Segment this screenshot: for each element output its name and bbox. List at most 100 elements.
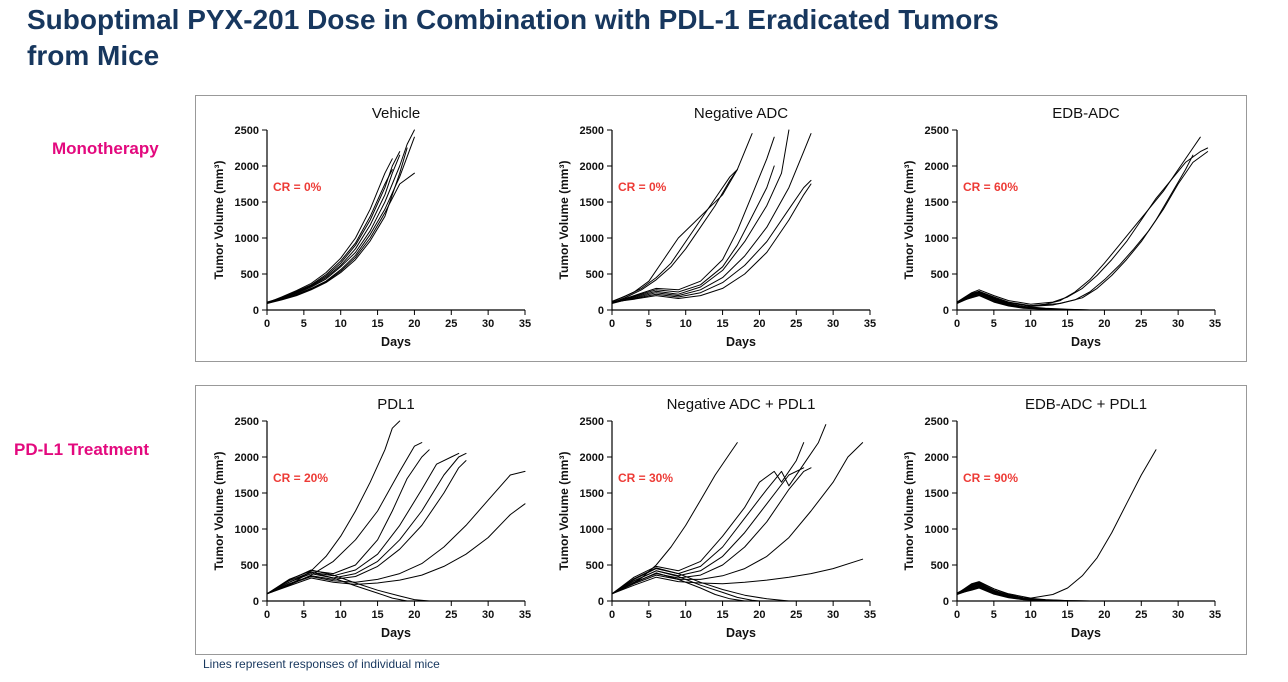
mouse-line-mouse-4	[956, 154, 1194, 306]
y-tick-label: 1500	[925, 488, 949, 500]
x-tick-label: 25	[790, 318, 802, 330]
mouse-line-mouse-3	[266, 150, 401, 303]
x-tick-label: 15	[1061, 318, 1073, 330]
mouse-line-mouse-10	[266, 571, 408, 602]
page-title: Suboptimal PYX-201 Dose in Combination w…	[27, 2, 1227, 74]
y-tick-label: 2500	[235, 125, 259, 137]
mouse-line-mouse-8	[611, 567, 797, 602]
chart-pdl1: PDL1 0 500 1000 1500 2000 2500 0 5 10 15 20 25 30 35 Tu…	[211, 395, 541, 645]
mouse-line-mouse-7	[266, 147, 408, 304]
y-tick-label: 1000	[580, 233, 604, 245]
y-axis-label: Tumor Volume (mm³)	[557, 452, 571, 571]
mouse-line-mouse-6	[266, 460, 467, 595]
x-tick-label: 30	[1172, 318, 1184, 330]
y-tick-label: 1000	[580, 524, 604, 536]
x-tick-label: 0	[954, 318, 960, 330]
x-tick-label: 25	[445, 609, 457, 621]
x-axis-label: Days	[381, 335, 411, 349]
mouse-line-mouse-1	[611, 442, 738, 595]
y-tick-label: 0	[598, 596, 604, 608]
x-tick-label: 35	[1209, 609, 1221, 621]
x-tick-label: 5	[301, 318, 307, 330]
mouse-line-mouse-2	[266, 136, 415, 304]
chart-svg-pdl1: PDL1 0 500 1000 1500 2000 2500 0 5 10 15 20 25 30 35 Tu…	[212, 396, 531, 640]
x-tick-label: 25	[1135, 318, 1147, 330]
x-tick-label: 25	[445, 318, 457, 330]
x-axis-label: Days	[726, 626, 756, 640]
chart-vehicle: Vehicle 0 500 1000 1500 2000 2500 0 5 10 15 20 25 30 3…	[211, 104, 541, 354]
x-tick-label: 35	[519, 318, 531, 330]
y-tick-label: 1500	[235, 488, 259, 500]
chart-negative-adc-pdl1: Negative ADC + PDL1 0 500 1000 1500 2000 2500 0…	[556, 395, 886, 645]
mouse-line-mouse-9	[611, 183, 812, 303]
y-tick-label: 1500	[235, 197, 259, 209]
x-tick-label: 0	[609, 609, 615, 621]
x-tick-label: 5	[991, 609, 997, 621]
y-tick-label: 1000	[235, 524, 259, 536]
x-tick-label: 15	[716, 609, 728, 621]
mouse-line-mouse-10	[956, 294, 1209, 310]
x-tick-label: 5	[301, 609, 307, 621]
y-tick-label: 2500	[580, 416, 604, 428]
chart-negative-adc: Negative ADC 0 500 1000 1500 2000 2500 0 5 10 15 20…	[556, 104, 886, 354]
x-tick-label: 10	[1025, 609, 1037, 621]
y-axis-label: Tumor Volume (mm³)	[902, 452, 916, 571]
x-tick-label: 35	[864, 318, 876, 330]
x-tick-label: 10	[335, 318, 347, 330]
y-tick-label: 2500	[235, 416, 259, 428]
y-tick-label: 0	[253, 305, 259, 317]
x-tick-label: 5	[646, 318, 652, 330]
y-tick-label: 2000	[580, 161, 604, 173]
chart-svg-negative_adc_pdl1: Negative ADC + PDL1 0 500 1000 1500 2000 2500 0…	[557, 396, 876, 640]
y-tick-label: 1500	[925, 197, 949, 209]
y-axis-label: Tumor Volume (mm³)	[212, 160, 226, 279]
chart-title: Negative ADC + PDL1	[667, 396, 816, 413]
mouse-line-mouse-7	[611, 558, 864, 595]
mouse-line-mouse-2	[266, 442, 423, 595]
x-tick-label: 20	[753, 609, 765, 621]
y-tick-label: 2500	[925, 125, 949, 137]
y-tick-label: 1000	[925, 233, 949, 245]
page-title-line-2: from Mice	[27, 39, 160, 71]
x-tick-label: 15	[371, 318, 383, 330]
y-axis-label: Tumor Volume (mm³)	[902, 160, 916, 279]
mouse-line-mouse-1	[266, 129, 415, 303]
x-tick-label: 20	[753, 318, 765, 330]
x-tick-label: 35	[519, 609, 531, 621]
x-axis-label: Days	[726, 335, 756, 349]
mouse-line-mouse-8	[266, 503, 526, 595]
y-tick-label: 2000	[235, 452, 259, 464]
cr-annotation: CR = 90%	[963, 471, 1018, 485]
x-axis-label: Days	[1071, 626, 1101, 640]
chart-edb-adc: EDB-ADC 0 500 1000 1500 2000 2500 0 5 10 15 20 25 30 3…	[901, 104, 1231, 354]
y-tick-label: 2000	[580, 452, 604, 464]
chart-title: Negative ADC	[694, 105, 788, 122]
y-tick-label: 0	[943, 596, 949, 608]
page-title-line-1: Suboptimal PYX-201 Dose in Combination w…	[27, 4, 999, 35]
x-tick-label: 15	[1061, 609, 1073, 621]
x-tick-label: 20	[408, 609, 420, 621]
x-tick-label: 15	[371, 609, 383, 621]
x-axis-label: Days	[1071, 335, 1101, 349]
x-tick-label: 30	[482, 609, 494, 621]
x-tick-label: 0	[264, 609, 270, 621]
y-axis-label: Tumor Volume (mm³)	[557, 160, 571, 279]
pdl1-treatment-chart-group: PDL1 0 500 1000 1500 2000 2500 0 5 10 15 20 25 30 35 Tu…	[195, 385, 1247, 655]
y-tick-label: 500	[586, 560, 604, 572]
y-tick-label: 500	[241, 269, 259, 281]
x-tick-label: 10	[1025, 318, 1037, 330]
mouse-line-mouse-7	[611, 179, 812, 303]
y-tick-label: 2500	[580, 125, 604, 137]
y-tick-label: 2000	[925, 161, 949, 173]
mouse-line-mouse-6	[611, 132, 812, 304]
row-label-monotherapy: Monotherapy	[52, 139, 159, 158]
mouse-line-mouse-4	[611, 136, 775, 303]
mouse-line-mouse-3	[611, 424, 827, 595]
mouse-line-mouse-2	[611, 442, 805, 595]
mouse-line-mouse-8	[266, 168, 393, 303]
x-tick-label: 30	[482, 318, 494, 330]
y-tick-label: 1500	[580, 488, 604, 500]
y-tick-label: 500	[241, 560, 259, 572]
mouse-line-mouse-2	[611, 168, 738, 303]
mouse-line-mouse-5	[266, 452, 467, 595]
